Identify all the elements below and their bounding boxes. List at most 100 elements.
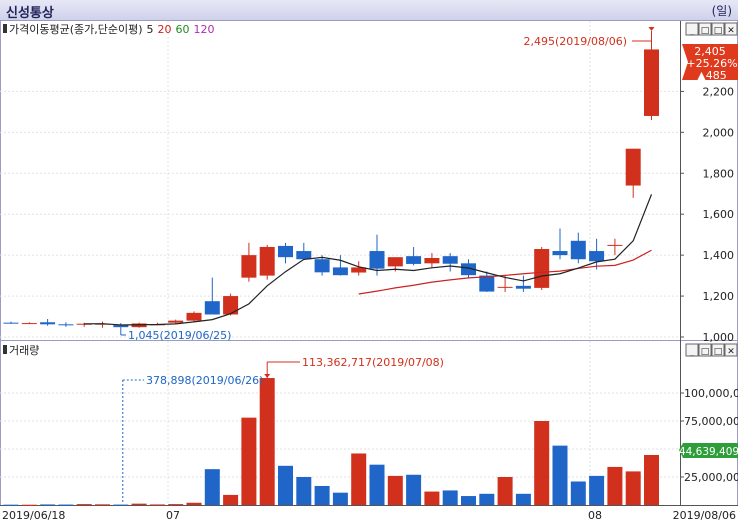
volume-tick-label: 100,000,00	[684, 387, 738, 400]
volume-bar	[332, 492, 348, 505]
volume-legend: 거래량	[9, 344, 39, 357]
price-tick-label: 1,600	[703, 208, 735, 221]
ma-period-label: 120	[194, 23, 215, 36]
candle-body	[625, 148, 641, 186]
annotations: 2,495(2019/08/06) 1,045(2019/06/25) 113,36…	[120, 27, 655, 503]
candle-body	[40, 322, 56, 325]
volume-badge-value: 44,639,409	[679, 446, 738, 458]
panel-button	[698, 343, 712, 357]
candle-body	[534, 248, 550, 288]
panel-button-label: □	[701, 26, 710, 36]
volume-bar	[369, 464, 385, 505]
volume-bar	[296, 477, 312, 505]
volume-bar	[442, 490, 458, 505]
volume-bar	[204, 469, 220, 505]
candle-body	[351, 267, 367, 273]
price-tick-label: 1,800	[703, 167, 735, 180]
volume-bar	[644, 455, 659, 505]
candle-body	[296, 251, 312, 260]
volume-tick-label: 75,000,000	[684, 415, 738, 428]
x-tick-label: 08	[588, 509, 602, 522]
candle-body	[406, 256, 422, 264]
candle-body	[168, 320, 184, 323]
volume-bar	[40, 504, 56, 506]
panel-button	[724, 22, 738, 36]
price-tick-label: 1,200	[703, 290, 735, 303]
current-price-badge: 2,405 +25.26% ▲485	[682, 44, 738, 82]
volume-bar	[241, 417, 257, 505]
volume-bar	[497, 477, 513, 505]
volume-bar	[131, 503, 147, 505]
candle-body	[131, 323, 147, 328]
candle-body	[607, 244, 623, 246]
candle-body	[76, 323, 92, 325]
ma-period-label: 60	[176, 23, 190, 36]
volume-bar	[479, 493, 495, 505]
candle-body	[241, 255, 257, 278]
volume-panel-buttons[interactable]: _ □ □ ✕	[685, 343, 738, 357]
moving-average-lines	[84, 194, 653, 326]
volume-bar	[168, 504, 184, 506]
panel-button	[685, 343, 699, 357]
current-volume-badge: 44,639,409	[679, 443, 738, 458]
volume-high-arrow	[264, 374, 271, 379]
panel-button	[724, 343, 738, 357]
candle-body	[278, 245, 293, 258]
price-tick-label: 2,200	[703, 85, 735, 98]
panel-button	[711, 22, 725, 36]
volume-bar	[76, 504, 92, 506]
volume-bar	[552, 445, 568, 505]
panel-button-label: _	[689, 347, 695, 357]
volume-bar	[314, 485, 330, 505]
ma5-line	[84, 194, 653, 326]
volume-legend-marker	[3, 345, 7, 354]
candle-body	[442, 256, 458, 264]
volume-bar	[186, 502, 202, 505]
panel-button	[698, 22, 712, 36]
volume-bar	[589, 475, 605, 505]
panel-button-label: □	[701, 347, 710, 357]
volume-bar	[149, 504, 165, 506]
high-annotation-label: 2,495(2019/08/06)	[524, 35, 627, 48]
price-legend: 가격이동평균(종가,단순이평) 5 20 60 120	[9, 23, 215, 36]
candle-body	[552, 251, 568, 256]
volume-high-label: 113,362,717(2019/07/08)	[302, 356, 444, 369]
volume-bar	[3, 504, 19, 506]
volume-bar	[387, 475, 403, 505]
volume-bar	[424, 491, 440, 505]
price-tick-label: 1,000	[703, 331, 735, 344]
volume-bar	[570, 481, 586, 505]
volume-bars	[3, 378, 659, 506]
panel-button	[685, 22, 699, 36]
candle-body	[58, 324, 74, 326]
low-annotation-label: 1,045(2019/06/25)	[128, 329, 231, 342]
volume-bar	[534, 421, 550, 505]
period-label[interactable]: (일)	[711, 4, 732, 18]
volume-bar	[607, 466, 623, 505]
volume-bar	[223, 494, 239, 505]
price-tick-label: 2,000	[703, 126, 735, 139]
candle-body	[589, 251, 605, 262]
price-legend-text: 가격이동평균(종가,단순이평)	[9, 23, 143, 36]
x-tick-label: 2019/06/18	[2, 509, 65, 522]
panel-button-label: □	[714, 347, 723, 357]
candle-body	[515, 285, 531, 289]
badge-change: ▲485	[697, 69, 726, 82]
panel-button-label: □	[714, 26, 723, 36]
ma20-line	[358, 249, 652, 295]
candle-body	[21, 323, 37, 325]
panel-button	[711, 343, 725, 357]
price-tick-label: 1,400	[703, 249, 735, 262]
x-tick-label: 2019/08/06	[673, 509, 736, 522]
high-annotation-arrow	[648, 27, 655, 32]
volume-bar	[95, 504, 110, 506]
candle-body	[332, 267, 348, 276]
price-panel-frame	[0, 20, 738, 341]
ma-period-label: 5	[147, 23, 154, 36]
panel-button-label: ✕	[727, 347, 735, 357]
price-panel-buttons[interactable]: _ □ □ ✕	[685, 22, 738, 36]
candle-body	[186, 312, 202, 321]
candle-body	[570, 240, 586, 260]
volume-bar	[21, 504, 37, 506]
badge-price: 2,405	[694, 45, 726, 58]
